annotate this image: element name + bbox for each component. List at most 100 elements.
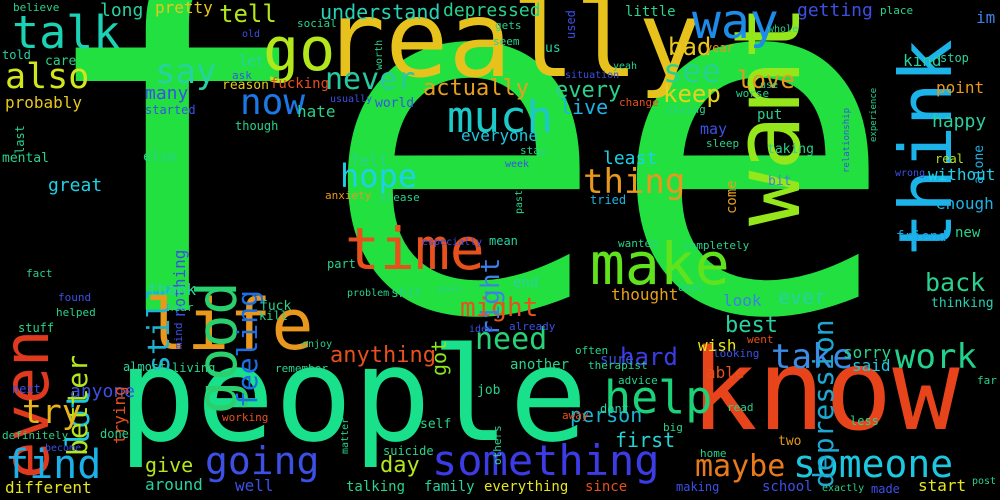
cloud-word-think: think (884, 39, 968, 256)
cloud-word-suicide: suicide (383, 444, 434, 458)
cloud-word-life: life (145, 284, 314, 366)
cloud-word-social: social (297, 17, 337, 30)
cloud-word-part: part (327, 257, 356, 271)
cloud-word-look: look (723, 291, 762, 310)
cloud-word-done: done (100, 427, 129, 441)
cloud-word-thing: thing (583, 162, 686, 202)
cloud-word-fact: fact (26, 267, 53, 280)
cloud-word-also: also (5, 57, 90, 97)
cloud-word-sorry: sorry (843, 343, 892, 362)
cloud-word-start: start (918, 476, 967, 495)
cloud-word-worth: worth (374, 39, 385, 70)
cloud-word-really: really (322, 0, 702, 101)
cloud-word-talk: talk (12, 6, 121, 59)
cloud-word-wrong: wrong (895, 168, 926, 179)
cloud-word-far: far (977, 374, 997, 387)
cloud-word-love: love (737, 66, 795, 94)
cloud-word-come: come (724, 179, 740, 214)
cloud-word-home: home (700, 447, 727, 460)
cloud-word-talking: talking (346, 479, 406, 495)
cloud-word-friend: friend (896, 229, 947, 245)
cloud-word-next: next (12, 382, 41, 396)
cloud-word-bad: bad (668, 33, 712, 61)
cloud-word-depressed: depressed (443, 0, 541, 21)
cloud-word-said: said (852, 356, 891, 375)
cloud-word-week: week (505, 159, 530, 170)
cloud-word-thank: thank (148, 280, 197, 299)
cloud-word-situation: situation (565, 70, 620, 81)
cloud-word-read: read (727, 401, 754, 414)
cloud-word-living: living (172, 361, 216, 375)
cloud-word-actually: actually (423, 76, 529, 101)
cloud-word-believe: believe (13, 1, 60, 14)
cloud-word-completely: completely (683, 239, 750, 252)
cloud-word-much: much (447, 92, 553, 143)
cloud-word-now: now (240, 82, 306, 123)
cloud-word-go: go (263, 15, 336, 85)
cloud-word-started: started (145, 103, 196, 117)
cloud-word-first: first (615, 428, 676, 452)
cloud-word-family: family (424, 479, 475, 495)
cloud-word-anything: anything (330, 343, 436, 368)
cloud-word-definitely: definitely (2, 429, 69, 442)
cloud-word-dont: dont (600, 402, 629, 416)
cloud-word-stop: stop (940, 51, 969, 65)
cloud-word-find: find (5, 442, 102, 488)
cloud-word-point: point (936, 78, 985, 97)
cloud-word-please: please (380, 191, 420, 204)
cloud-word-stay: stay (520, 144, 547, 157)
cloud-word-kind: kind (903, 51, 942, 70)
cloud-word-keep: keep (663, 80, 721, 108)
cloud-word-real: real (935, 152, 964, 166)
cloud-word-pretty: pretty (155, 0, 213, 17)
cloud-word-past: past (514, 189, 525, 214)
cloud-word-give: give (145, 453, 194, 477)
cloud-word-gets: gets (495, 19, 522, 32)
cloud-word-try: try (22, 392, 82, 431)
cloud-word-made: made (871, 482, 900, 496)
cloud-word-wish: wish (698, 336, 737, 355)
cloud-word-without: without (928, 165, 996, 184)
cloud-word-pain: pain (438, 284, 463, 295)
cloud-word-mind: mind (172, 322, 185, 350)
cloud-word-everything: everything (484, 479, 569, 495)
cloud-word-work: work (895, 337, 977, 377)
cloud-word-world: world (375, 96, 415, 111)
cloud-word-else: else (143, 149, 177, 165)
cloud-word-able: able (706, 363, 745, 382)
cloud-word-reason: reason (222, 78, 269, 93)
cloud-word-kill: kill (259, 309, 288, 323)
cloud-word-new: new (955, 225, 981, 241)
cloud-word-great: great (48, 175, 103, 196)
cloud-word-long: long (100, 0, 144, 21)
cloud-word-know: know (690, 326, 960, 456)
cloud-word-hope: hope (340, 157, 418, 195)
cloud-word-ever: ever (778, 285, 827, 309)
cloud-word-back: back (925, 268, 986, 297)
cloud-word-maybe: maybe (695, 449, 786, 484)
cloud-word-happy: happy (932, 111, 987, 132)
cloud-word-seem: seem (493, 35, 520, 48)
cloud-word-two: two (778, 434, 802, 449)
cloud-word-usually: usually (330, 94, 373, 105)
cloud-word-might: might (460, 293, 539, 323)
cloud-word-making: making (676, 480, 720, 494)
cloud-word-im: im (976, 8, 996, 27)
cloud-word-care: care (45, 54, 77, 69)
cloud-word-many: many (145, 83, 189, 104)
cloud-word-almost: almost (123, 360, 167, 374)
cloud-word-post: post (972, 476, 997, 487)
cloud-word-worse: worse (736, 87, 770, 100)
cloud-word-help: help (604, 371, 713, 424)
cloud-word-let: let (239, 54, 265, 70)
cloud-word-self: self (420, 417, 452, 432)
cloud-word-wanted: wanted (618, 237, 658, 250)
cloud-word-shit: shit (391, 286, 423, 301)
cloud-word-make: make (590, 230, 730, 298)
cloud-word-every: every (555, 78, 622, 103)
cloud-word-thought: thought (611, 285, 679, 304)
cloud-word-helped: helped (56, 306, 96, 319)
cloud-word-may: may (700, 120, 728, 138)
cloud-word-least: least (603, 148, 658, 169)
